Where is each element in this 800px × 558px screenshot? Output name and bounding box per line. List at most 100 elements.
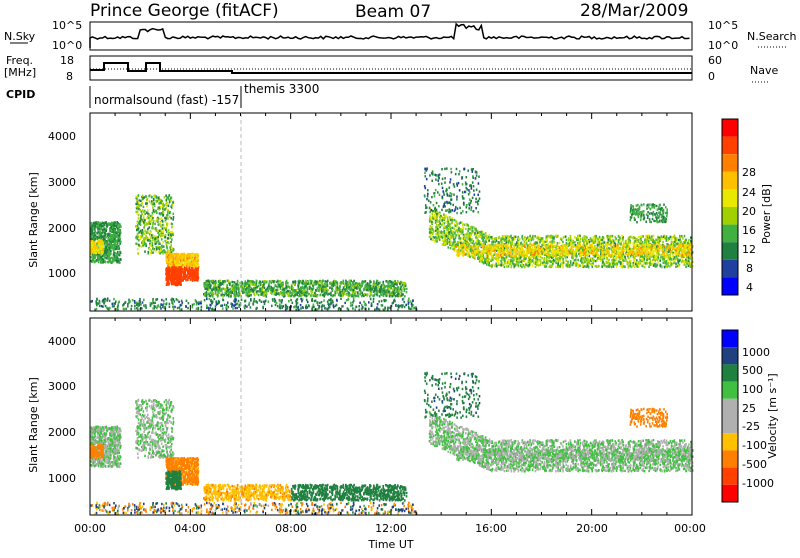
power-cell: [143, 226, 145, 228]
power-cell: [100, 231, 102, 233]
power-cell: [102, 255, 104, 257]
power-cell: [312, 285, 314, 287]
power-cell: [526, 240, 528, 242]
power-cell: [393, 291, 395, 293]
power-cell: [336, 304, 338, 306]
power-cell: [90, 256, 92, 258]
power-cell: [180, 254, 182, 256]
power-cell: [171, 269, 173, 271]
power-cell: [302, 307, 304, 309]
power-cell: [211, 308, 213, 310]
power-cell: [171, 238, 173, 240]
power-cell: [575, 241, 577, 243]
power-cell: [112, 245, 114, 247]
power-cell: [370, 281, 372, 283]
power-cell: [101, 239, 103, 241]
power-cell: [250, 306, 252, 308]
power-cell: [110, 250, 112, 252]
power-cell: [102, 248, 104, 250]
power-cell: [105, 261, 107, 263]
power-cell: [563, 236, 565, 238]
power-cell: [332, 300, 334, 302]
power-cell: [113, 305, 115, 307]
power-cell: [296, 299, 298, 301]
power-cell: [195, 260, 197, 262]
power-cell: [100, 224, 102, 226]
power-cell: [91, 248, 93, 250]
power-cell: [224, 288, 226, 290]
power-cell: [102, 222, 104, 224]
power-cell: [120, 252, 122, 254]
power-cell: [118, 302, 120, 304]
power-cell: [490, 236, 492, 238]
power-cell: [160, 303, 162, 305]
power-cell: [151, 200, 153, 202]
power-cell: [97, 231, 99, 233]
power-cell: [113, 302, 115, 304]
power-cell: [151, 196, 153, 198]
power-cell: [320, 281, 322, 283]
power-cell: [90, 233, 92, 235]
power-cell: [139, 209, 141, 211]
power-cell: [187, 271, 189, 273]
power-cell: [342, 295, 344, 297]
power-cell: [302, 280, 304, 282]
power-cell: [144, 230, 146, 232]
power-cell: [166, 217, 168, 219]
power-cell: [177, 275, 179, 277]
nsearch-tick-low: 10^0: [708, 39, 738, 52]
power-cell: [220, 280, 222, 282]
power-cell: [143, 206, 145, 208]
power-cell: [273, 281, 275, 283]
power-cell: [173, 283, 175, 285]
power-cell: [160, 249, 162, 251]
power-cell: [181, 308, 183, 310]
power-cell: [138, 214, 140, 216]
power-cell: [443, 214, 445, 216]
power-cell: [170, 217, 172, 219]
power-cell: [222, 295, 224, 297]
power-cell: [306, 295, 308, 297]
power-cell: [112, 226, 114, 228]
power-cell: [174, 261, 176, 263]
power-cell: [400, 286, 402, 288]
power-cell: [206, 305, 208, 307]
power-cell: [252, 289, 254, 291]
power-cell: [264, 303, 266, 305]
power-cell: [91, 235, 93, 237]
power-cell: [149, 239, 151, 241]
power-cell: [176, 278, 178, 280]
power-cell: [147, 237, 149, 239]
power-cell: [246, 283, 248, 285]
power-cell: [135, 236, 137, 238]
power-cell: [357, 286, 359, 288]
power-cell: [150, 236, 152, 238]
power-cell: [166, 253, 168, 255]
power-cell: [237, 280, 239, 282]
power-cell: [169, 303, 171, 305]
power-cell: [180, 273, 182, 275]
power-cell: [169, 306, 171, 308]
power-cell: [166, 262, 168, 264]
power-cell: [109, 300, 111, 302]
power-cell: [152, 247, 154, 249]
power-cell: [156, 196, 158, 198]
power-cell: [319, 286, 321, 288]
power-cell: [230, 295, 232, 297]
power-cell: [245, 280, 247, 282]
power-cell: [286, 285, 288, 287]
power-cell: [107, 299, 109, 301]
power-cell: [411, 308, 413, 310]
power-cell: [294, 294, 296, 296]
power-cell: [153, 220, 155, 222]
freq-trace: [90, 63, 692, 73]
power-cell: [238, 292, 240, 294]
power-cell: [268, 301, 270, 303]
power-cell: [114, 229, 116, 231]
power-cell: [365, 294, 367, 296]
power-cell: [345, 281, 347, 283]
power-cell: [346, 299, 348, 301]
power-cell: [142, 209, 144, 211]
power-cell: [197, 265, 199, 267]
power-cell: [168, 198, 170, 200]
